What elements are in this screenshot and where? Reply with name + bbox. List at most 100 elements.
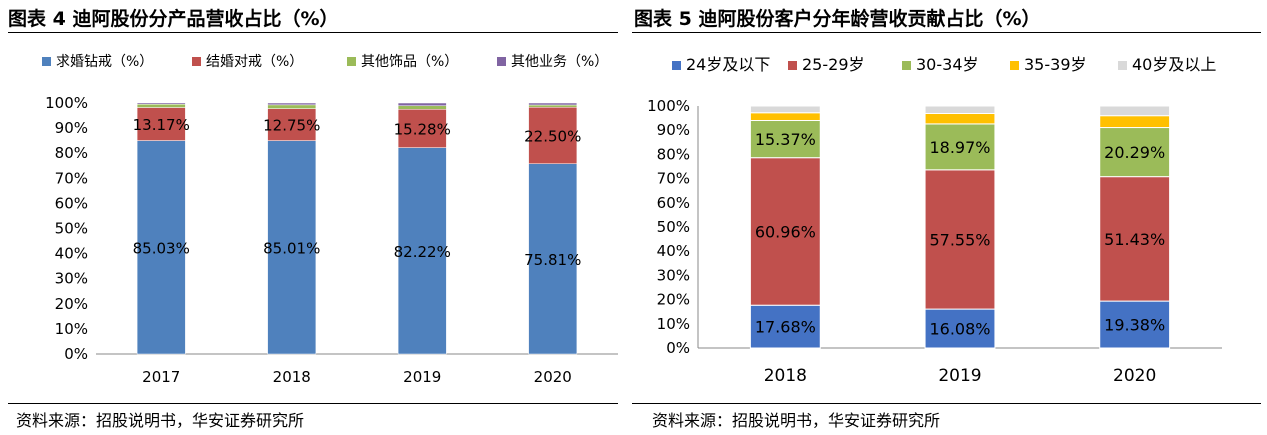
legend: 24岁及以下 25-29岁 30-34岁 35-39岁 40岁及以上 [672,55,1216,74]
bar-segment [528,102,578,106]
y-tick-label: 10% [55,320,88,338]
bar-segment [136,140,186,355]
bar-segment [749,105,821,114]
y-tick-label: 30% [657,266,690,284]
bar-segment [397,147,447,355]
bar-segment [136,107,186,141]
y-tick-label: 40% [657,242,690,260]
source-note: 资料来源：招股说明书，华安证券研究所 [16,411,305,430]
bar-segment [924,113,996,125]
y-tick-label: 20% [657,291,690,309]
x-tick-label: 2017 [142,368,180,386]
bar-segment [749,304,821,349]
y-tick-label: 50% [55,220,88,238]
title-rule [8,32,618,33]
data-label: 22.50% [524,127,581,145]
legend-item: 求婚钻戒（%） [42,54,153,70]
bars: 17.68% 60.96% 15.37% 16.08% 57.55% 18.97% 19.3… [749,105,1171,349]
source-note: 资料来源：招股说明书，华安证券研究所 [652,411,941,430]
y-tick-label: 0% [666,339,690,357]
product-revenue-chart: 求婚钻戒（%） 结婚对戒（%） 其他饰品（%） 其他业务（%） 0% 10% 20% 30% 4… [42,54,618,386]
bar-segment [749,112,821,121]
age-revenue-chart: 24岁及以下 25-29岁 30-34岁 35-39岁 40岁及以上 0% 10% 20% 30… [647,55,1222,386]
bar-segment [924,123,996,171]
legend-item: 24岁及以下 [672,55,770,74]
y-tick-label: 70% [657,170,690,188]
legend-label: 30-34岁 [916,55,979,74]
y-tick-label: 20% [55,295,88,313]
bar-segment [136,104,186,108]
legend-swatch [1118,61,1127,70]
data-label: 18.97% [929,138,990,157]
y-tick-label: 90% [657,121,690,139]
bar-segment [267,104,317,109]
data-label: 60.96% [755,222,816,241]
legend-item: 35-39岁 [1010,55,1087,74]
x-tick-label: 2020 [534,368,572,386]
bar-segment [528,104,578,108]
data-label: 12.75% [263,117,320,135]
y-axis: 0% 10% 20% 30% 40% 50% 60% 70% 80% 90% 100% [647,97,690,357]
source-rule [632,403,1261,404]
legend-label: 25-29岁 [802,55,865,74]
bar-segment [1099,115,1171,129]
legend-label: 其他饰品（%） [361,54,458,70]
y-axis: 0% 10% 20% 30% 40% 50% 60% 70% 80% 90% 100% [45,94,88,363]
y-tick-label: 30% [55,270,88,288]
bar-segment [528,106,578,164]
y-tick-label: 70% [55,169,88,187]
legend-swatch [347,57,356,66]
legend-item: 其他业务（%） [497,54,608,70]
y-tick-label: 100% [647,97,690,115]
bar-segment [397,102,447,107]
x-tick-label: 2019 [403,368,441,386]
legend-swatch [192,57,201,66]
bar-segment [267,108,317,141]
legend: 求婚钻戒（%） 结婚对戒（%） 其他饰品（%） 其他业务（%） [42,54,608,70]
y-tick-label: 50% [657,218,690,236]
y-tick-label: 80% [55,144,88,162]
bar-segment [1099,105,1171,117]
bar-segment [924,105,996,115]
data-label: 15.37% [755,130,816,149]
legend-item: 其他饰品（%） [347,54,458,70]
bar-segment [749,157,821,306]
legend-swatch [1010,61,1019,70]
legend-item: 结婚对戒（%） [192,54,303,70]
legend-label: 40岁及以上 [1132,55,1216,74]
legend-item: 25-29岁 [788,55,865,74]
legend-label: 24岁及以下 [686,55,770,74]
data-label: 85.01% [263,239,320,257]
bar-segment [267,140,317,355]
data-label: 85.03% [133,239,190,257]
bar-segment [528,163,578,355]
y-tick-label: 40% [55,245,88,263]
bar-segment [397,109,447,148]
y-tick-label: 10% [657,315,690,333]
data-label: 51.43% [1104,230,1165,249]
bar-segment [397,105,447,110]
y-tick-label: 60% [55,194,88,212]
legend-swatch [497,57,506,66]
legend-label: 求婚钻戒（%） [56,54,153,70]
chart-title: 图表 4 迪阿股份分产品营收占比（%） [8,8,339,30]
data-label: 17.68% [755,318,816,337]
x-tick-label: 2019 [938,366,981,386]
bar-segment [924,169,996,310]
legend-swatch [788,61,797,70]
bar-segment [1099,176,1171,302]
data-label: 57.55% [929,230,990,249]
chart-title: 图表 5 迪阿股份客户分年龄营收贡献占比（%） [634,8,1041,30]
bar-segment [924,308,996,349]
legend-item: 40岁及以上 [1118,55,1216,74]
legend-swatch [902,61,911,70]
y-tick-label: 90% [55,119,88,137]
y-tick-label: 0% [64,345,88,363]
data-label: 19.38% [1104,316,1165,335]
legend-label: 35-39岁 [1024,55,1087,74]
bar-segment [1099,127,1171,178]
y-tick-label: 100% [45,94,88,112]
data-label: 20.29% [1104,143,1165,162]
y-tick-label: 80% [657,145,690,163]
source-rule [8,403,618,404]
